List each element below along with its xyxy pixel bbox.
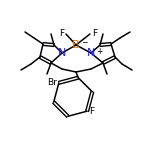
Text: −: − (81, 38, 87, 47)
Text: F: F (89, 107, 94, 116)
Text: F: F (92, 29, 97, 38)
Text: B: B (72, 40, 80, 50)
Text: +: + (96, 47, 102, 55)
Text: N: N (87, 48, 95, 58)
Text: N: N (58, 48, 66, 58)
Text: Br: Br (47, 78, 57, 87)
Text: F: F (59, 29, 64, 38)
